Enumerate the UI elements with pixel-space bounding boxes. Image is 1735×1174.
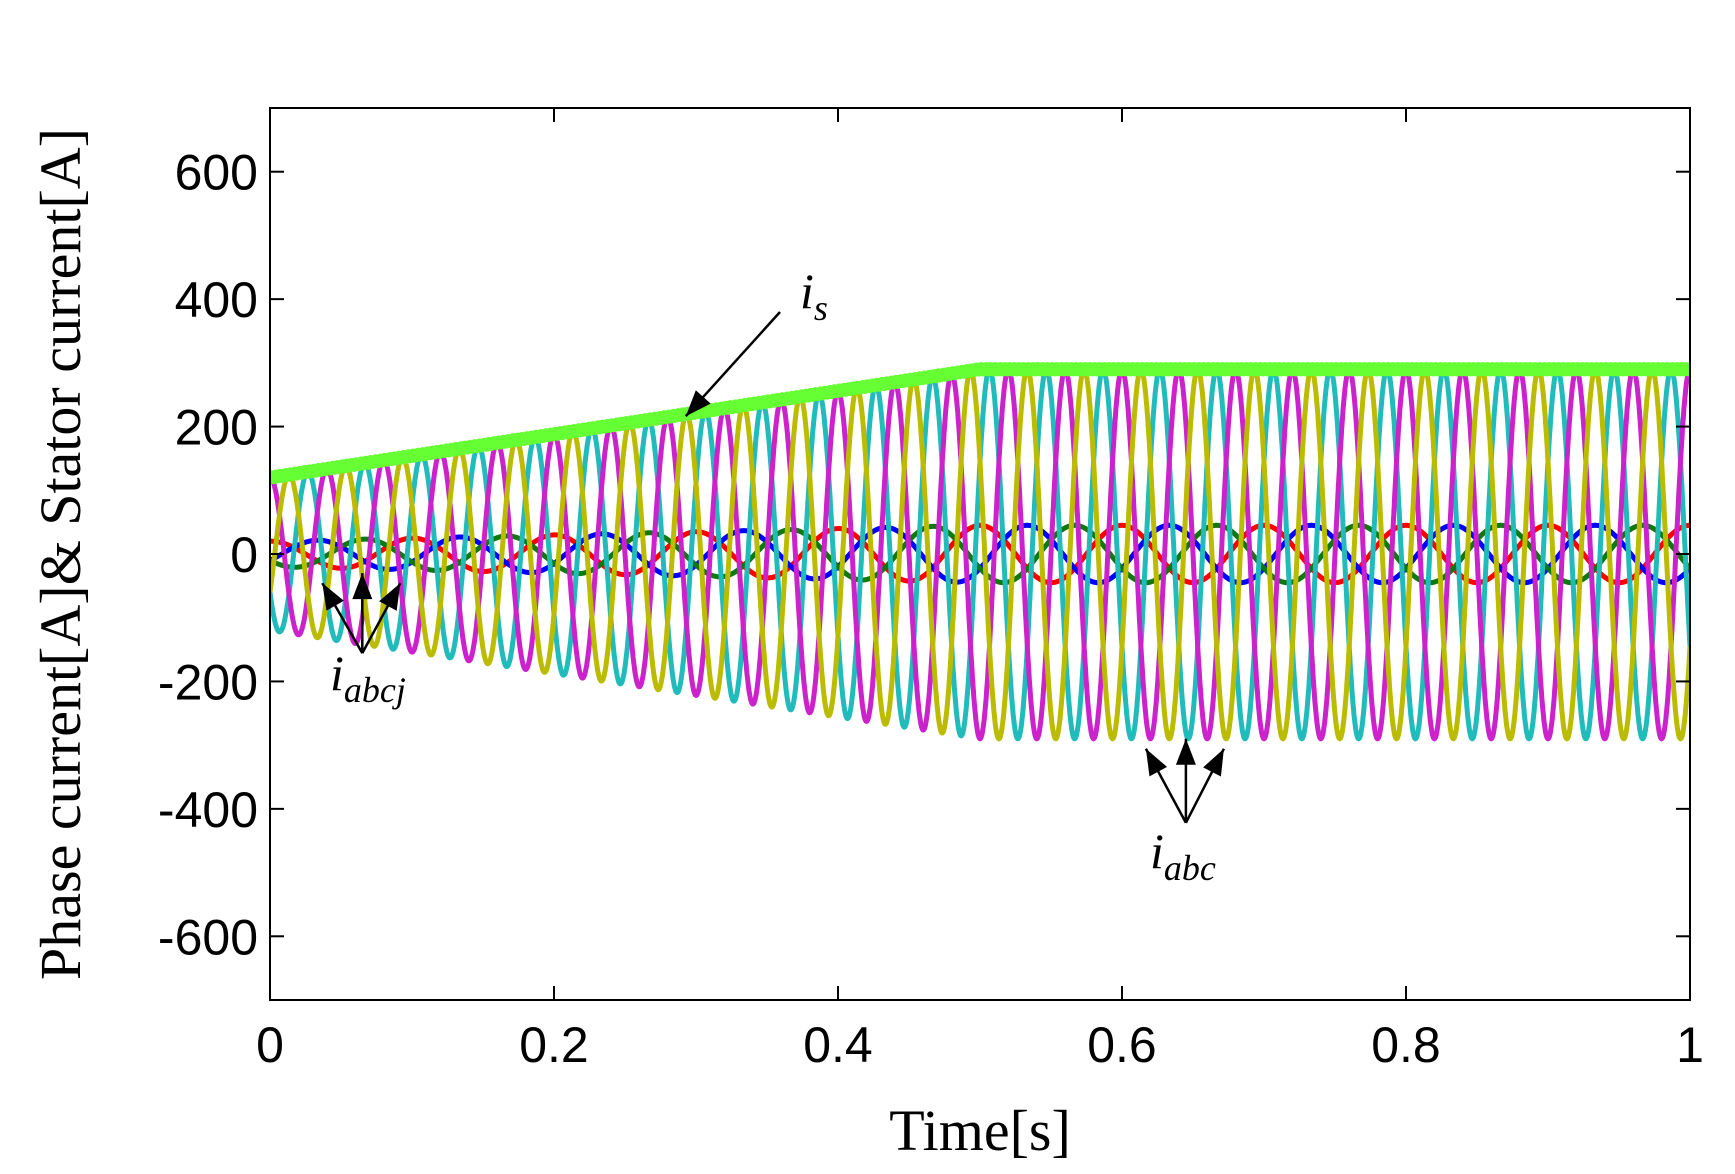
ticks-layer: 0 0.2 0.4 0.6 0.8 1 -600 -400 -200 0 200 400 600	[158, 108, 1704, 1073]
annotation-label-abc: iabc	[1150, 823, 1216, 888]
annotation-arrow-head	[352, 573, 373, 600]
x-tick-label: 0	[256, 1017, 284, 1073]
y-tick-label: 600	[175, 145, 258, 201]
x-tick-label: 0.4	[803, 1017, 873, 1073]
annotations-layer: is iabcj iabc	[321, 263, 1226, 888]
annotation-label-abcj: iabcj	[330, 645, 406, 710]
y-tick-label: -200	[158, 654, 258, 710]
series-layer	[270, 362, 1690, 742]
annotation-label-is: is	[800, 263, 828, 328]
x-tick-label: 0.6	[1087, 1017, 1157, 1073]
series-line-i-s	[270, 362, 1690, 485]
x-axis-title: Time[s]	[889, 1098, 1071, 1163]
x-tick-label: 0.8	[1371, 1017, 1441, 1073]
annotation-arrow-head	[1145, 748, 1168, 777]
x-tick-label: 1	[1676, 1017, 1704, 1073]
annotation-arrow-head	[1175, 738, 1196, 765]
series-line-i-cj	[270, 522, 1690, 586]
annotation-arrow-head	[1203, 748, 1224, 777]
series-line-i-b	[270, 366, 1690, 742]
y-tick-label: 0	[230, 527, 258, 583]
y-tick-label: -400	[158, 782, 258, 838]
y-tick-label: -600	[158, 909, 258, 965]
annotation-arrow-head	[379, 583, 401, 611]
y-tick-label: 200	[175, 400, 258, 456]
annotation-arrow-head	[685, 390, 711, 417]
y-axis-title: Phase current[A]& Stator current[A]	[28, 128, 93, 980]
x-tick-label: 0.2	[519, 1017, 589, 1073]
annotation-arrow-head	[322, 583, 344, 611]
y-tick-label: 400	[175, 272, 258, 328]
